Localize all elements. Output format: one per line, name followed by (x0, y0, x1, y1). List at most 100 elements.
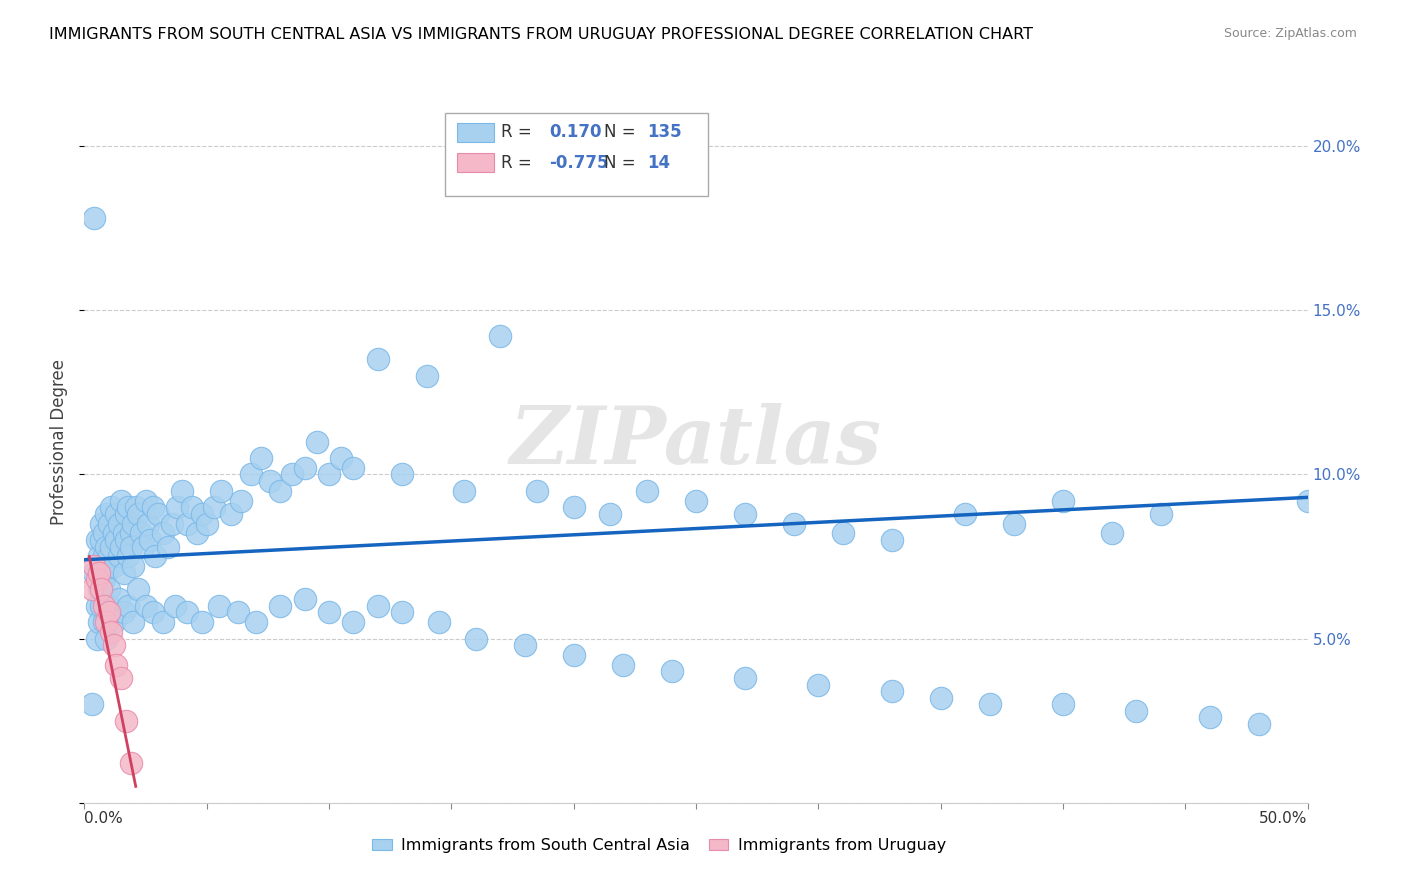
Point (208, 599, 231, 613)
Text: N =: N = (605, 123, 641, 141)
Point (80, 698, 103, 712)
Point (127, 507, 149, 521)
Point (117, 549, 139, 564)
Point (135, 599, 157, 613)
FancyBboxPatch shape (446, 112, 709, 196)
Point (117, 500, 139, 515)
Text: 0.0%: 0.0% (84, 812, 124, 827)
Point (163, 599, 186, 613)
Point (103, 526, 125, 541)
Point (139, 533, 162, 547)
Point (195, 516, 218, 531)
Point (115, 533, 138, 547)
Point (831, 526, 853, 541)
Point (391, 605, 413, 619)
Point (96, 507, 118, 521)
Point (107, 516, 129, 531)
Point (162, 516, 184, 531)
Point (100, 540, 122, 554)
Point (219, 507, 242, 521)
Point (135, 493, 157, 508)
Point (96, 615, 118, 630)
Point (239, 467, 262, 482)
Point (259, 474, 281, 488)
Text: Source: ZipAtlas.com: Source: ZipAtlas.com (1223, 27, 1357, 40)
Point (110, 540, 132, 554)
Text: N =: N = (605, 153, 641, 171)
Point (105, 533, 128, 547)
Point (93, 615, 115, 630)
Point (191, 507, 214, 521)
Point (97, 599, 120, 613)
Point (1198, 710, 1220, 724)
Point (120, 540, 142, 554)
Point (464, 632, 486, 646)
Point (83, 211, 105, 226)
Point (132, 540, 155, 554)
Point (100, 500, 122, 515)
Point (125, 500, 148, 515)
Point (97, 582, 120, 597)
Point (93, 549, 115, 564)
Legend: Immigrants from South Central Asia, Immigrants from Uruguay: Immigrants from South Central Asia, Immi… (366, 832, 952, 860)
Point (245, 615, 267, 630)
Point (97, 549, 120, 564)
Point (330, 450, 353, 465)
Point (93, 573, 115, 587)
Point (513, 638, 536, 652)
Text: R =: R = (502, 153, 537, 171)
Text: 50.0%: 50.0% (1260, 812, 1308, 827)
Point (281, 467, 304, 482)
Point (734, 671, 756, 685)
Point (122, 615, 145, 630)
Point (453, 483, 475, 498)
Point (142, 500, 165, 515)
Point (342, 460, 364, 475)
Point (612, 657, 634, 672)
Point (685, 493, 707, 508)
Point (136, 516, 159, 531)
Text: 14: 14 (647, 153, 671, 171)
Point (105, 507, 128, 521)
Point (880, 684, 903, 698)
Point (229, 493, 252, 508)
Point (176, 516, 198, 531)
Point (953, 507, 976, 521)
Point (599, 507, 621, 521)
Point (807, 677, 830, 691)
Point (96, 566, 118, 580)
Point (110, 493, 132, 508)
Text: 135: 135 (647, 123, 682, 141)
Point (96, 632, 118, 646)
Point (115, 714, 138, 728)
Point (172, 483, 194, 498)
Point (1125, 704, 1147, 718)
Point (734, 507, 756, 521)
Point (112, 526, 135, 541)
Point (103, 615, 125, 630)
Point (209, 483, 232, 498)
Point (146, 507, 169, 521)
Point (112, 566, 135, 580)
Point (416, 368, 439, 383)
Point (1002, 516, 1025, 531)
Point (166, 500, 188, 515)
Point (249, 450, 271, 465)
Point (176, 605, 198, 619)
Point (1247, 717, 1270, 731)
Point (110, 671, 132, 685)
Point (186, 526, 208, 541)
Text: R =: R = (502, 123, 537, 141)
Point (87, 615, 110, 630)
Point (112, 605, 135, 619)
Point (87, 582, 110, 597)
Point (83, 566, 105, 580)
Point (661, 665, 683, 679)
Y-axis label: Professional Degree: Professional Degree (51, 359, 69, 524)
Point (122, 559, 145, 574)
Point (489, 329, 512, 343)
Point (294, 460, 316, 475)
Point (122, 516, 145, 531)
Point (269, 599, 291, 613)
Point (86, 599, 108, 613)
